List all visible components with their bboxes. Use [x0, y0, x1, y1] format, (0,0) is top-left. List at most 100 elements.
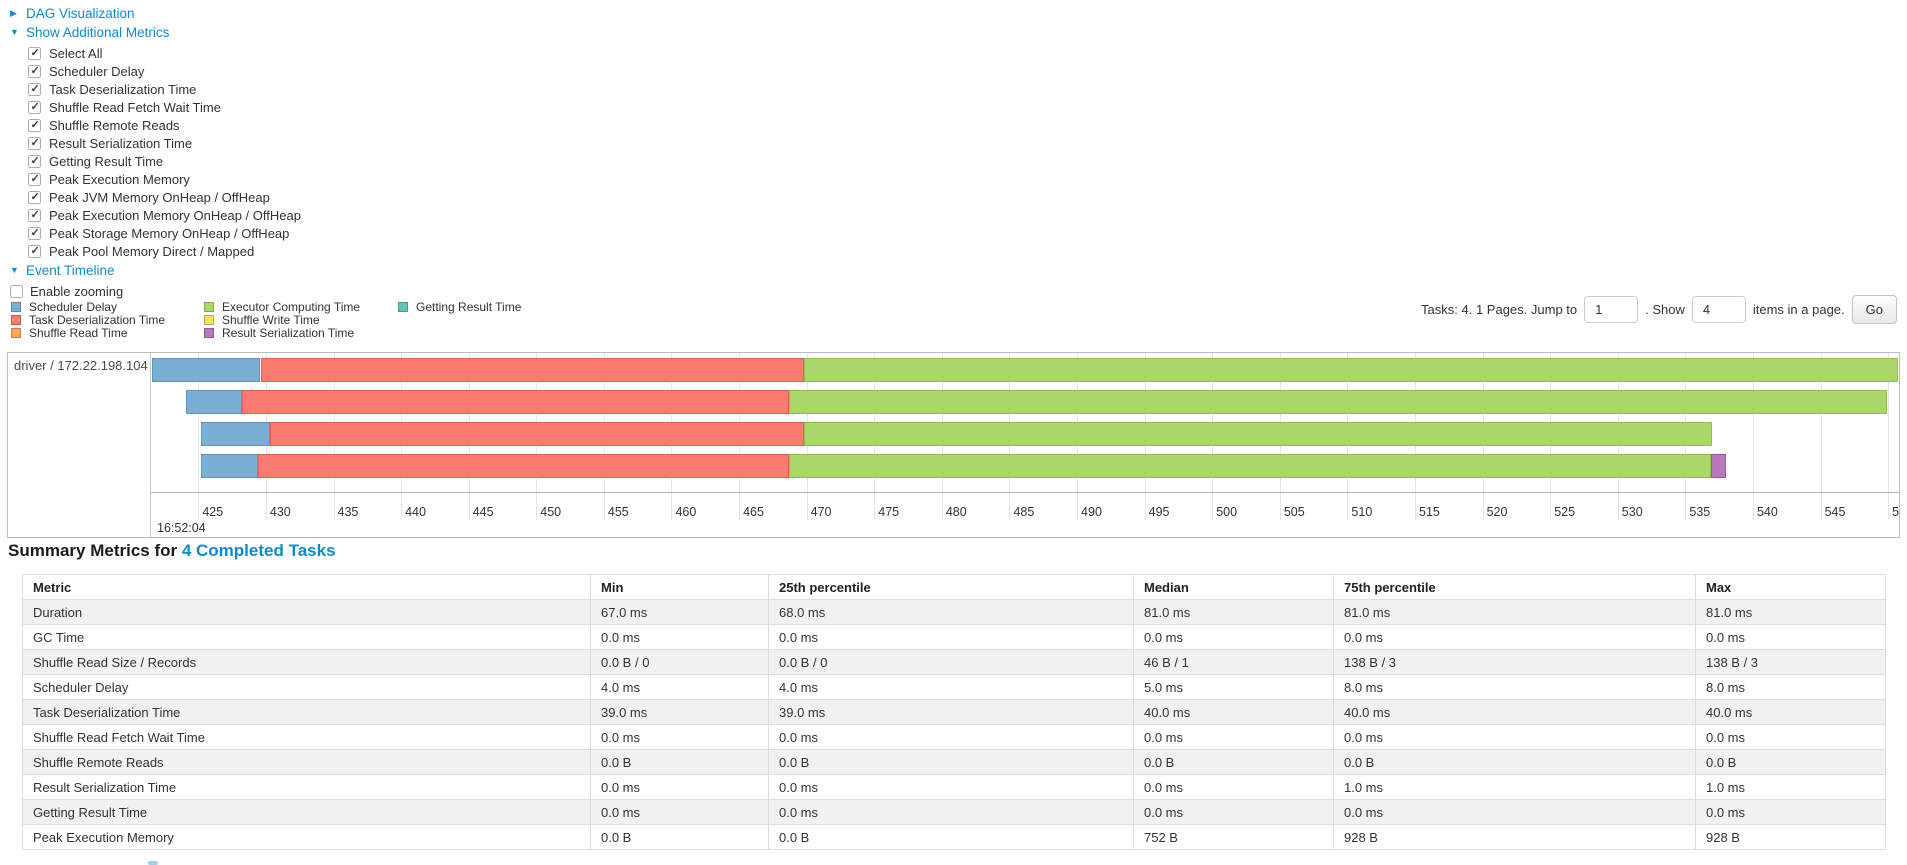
metric-checkbox-item[interactable]: Result Serialization Time	[28, 134, 301, 152]
task-1-segment-executor_computing[interactable]	[803, 358, 1898, 382]
checkbox-select-all[interactable]	[28, 46, 41, 60]
metric-checkbox-item[interactable]: Peak Pool Memory Direct / Mapped	[28, 242, 301, 260]
metric-value-cell: 0.0 ms	[1333, 624, 1696, 650]
metric-value-cell: 4.0 ms	[590, 674, 769, 700]
axis-tick-label: 485	[1013, 505, 1035, 519]
metric-checkbox-item[interactable]: Peak Execution Memory	[28, 170, 301, 188]
metric-value-cell: 0.0 ms	[768, 799, 1134, 825]
axis-tick	[1685, 493, 1687, 520]
checkbox-label-peak-storage-memory-onheap-offheap: Peak Storage Memory OnHeap / OffHeap	[49, 225, 290, 241]
metric-value-cell: 0.0 B / 0	[768, 649, 1134, 675]
checkbox-label-scheduler-delay: Scheduler Delay	[49, 63, 145, 79]
metric-value-cell: 0.0 B	[768, 824, 1134, 850]
column-header-median: Median	[1133, 574, 1334, 600]
metric-name-cell: Getting Result Time	[22, 799, 591, 825]
checkbox-scheduler-delay[interactable]	[28, 64, 41, 78]
checkbox-peak-jvm-memory-onheap-offheap[interactable]	[28, 190, 41, 204]
checkbox-label-getting-result-time: Getting Result Time	[49, 153, 164, 169]
legend-label: Shuffle Write Time	[222, 313, 320, 328]
expanded-arrow-icon: ▼	[10, 265, 19, 275]
event-timeline-toggle[interactable]: ▼ Event Timeline	[10, 263, 301, 278]
metric-value-cell: 0.0 B	[768, 749, 1134, 775]
additional-metrics-label: Show Additional Metrics	[26, 25, 170, 40]
task-2-segment-scheduler_delay[interactable]	[186, 390, 242, 414]
task-4-segment-result_serialization[interactable]	[1711, 454, 1726, 478]
metric-value-cell: 67.0 ms	[590, 599, 769, 625]
task-1-segment-task_deserialization[interactable]	[260, 358, 804, 382]
axis-tick	[468, 493, 470, 520]
axis-tick	[333, 493, 335, 520]
checkbox-label-peak-jvm-memory-onheap-offheap: Peak JVM Memory OnHeap / OffHeap	[49, 189, 270, 205]
metric-value-cell: 39.0 ms	[590, 699, 769, 725]
legend-item-shuffle-write-time: Shuffle Write Time	[204, 313, 398, 328]
completed-tasks-link[interactable]: 4 Completed Tasks	[181, 541, 336, 560]
metric-checkbox-item[interactable]: Select All	[28, 44, 301, 62]
metric-value-cell: 0.0 ms	[590, 724, 769, 750]
checkbox-getting-result-time[interactable]	[28, 154, 41, 168]
legend-item-task-deserialization-time: Task Deserialization Time	[11, 313, 204, 327]
checkbox-peak-pool-memory-direct-mapped[interactable]	[28, 244, 41, 258]
task-2-segment-executor_computing[interactable]	[789, 390, 1887, 414]
metric-checkbox-item[interactable]: Shuffle Remote Reads	[28, 116, 301, 134]
legend-label: Shuffle Read Time	[29, 325, 128, 340]
axis-tick-label: 475	[878, 505, 900, 519]
metric-name-cell: Duration	[22, 599, 591, 625]
legend-item-executor-computing-time: Executor Computing Time	[204, 300, 398, 314]
task-3-segment-executor_computing[interactable]	[803, 422, 1713, 446]
metric-value-cell: 0.0 ms	[590, 624, 769, 650]
task-4-segment-executor_computing[interactable]	[789, 454, 1712, 478]
metric-checkbox-item[interactable]: Peak Execution Memory OnHeap / OffHeap	[28, 206, 301, 224]
task-2-segment-task_deserialization[interactable]	[241, 390, 790, 414]
checkbox-shuffle-read-fetch-wait-time[interactable]	[28, 100, 41, 114]
checkbox-peak-execution-memory[interactable]	[28, 172, 41, 186]
metric-value-cell: 0.0 ms	[1133, 774, 1334, 800]
table-header: Metric Min 25th percentile Median 75th perce…	[22, 574, 1886, 600]
metric-checkbox-item[interactable]: Peak JVM Memory OnHeap / OffHeap	[28, 188, 301, 206]
column-header-metric: Metric	[22, 574, 591, 600]
tasks-count-text: Tasks: 4. 1 Pages. Jump to	[1421, 302, 1578, 317]
table-row-duration: Duration 67.0 ms 68.0 ms 81.0 ms 81.0 ms 81.0…	[22, 599, 1886, 625]
enable-zooming-checkbox[interactable]	[10, 284, 23, 298]
checkbox-label-peak-execution-memory-onheap-offheap: Peak Execution Memory OnHeap / OffHeap	[49, 207, 301, 223]
checkbox-peak-storage-memory-onheap-offheap[interactable]	[28, 226, 41, 240]
metric-checkbox-item[interactable]: Shuffle Read Fetch Wait Time	[28, 98, 301, 116]
checkbox-label-result-serialization-time: Result Serialization Time	[49, 135, 193, 151]
task-1-segment-scheduler_delay[interactable]	[152, 358, 261, 382]
axis-tick	[874, 493, 876, 520]
checkbox-label-select-all: Select All	[49, 45, 103, 61]
task-4-segment-scheduler_delay[interactable]	[201, 454, 258, 478]
metric-value-cell: 40.0 ms	[1333, 699, 1696, 725]
metric-checkbox-item[interactable]: Getting Result Time	[28, 152, 301, 170]
metric-checkbox-item[interactable]: Scheduler Delay	[28, 62, 301, 80]
table-row-shuffle-read-size-records: Shuffle Read Size / Records 0.0 B / 0 0.0 …	[22, 649, 1886, 675]
metric-checkbox-item[interactable]: Peak Storage Memory OnHeap / OffHeap	[28, 224, 301, 242]
axis-tick	[265, 493, 267, 520]
additional-metrics-toggle[interactable]: ▼ Show Additional Metrics	[10, 25, 301, 40]
checkbox-result-serialization-time[interactable]	[28, 136, 41, 150]
metric-value-cell: 81.0 ms	[1133, 599, 1334, 625]
axis-tick-label: 545	[1824, 505, 1846, 519]
go-button[interactable]: Go	[1851, 295, 1897, 324]
scheduler-delay-swatch-icon	[11, 302, 21, 313]
metric-checkbox-item[interactable]: Task Deserialization Time	[28, 80, 301, 98]
axis-tick-label: 455	[607, 505, 629, 519]
task-3-segment-scheduler_delay[interactable]	[201, 422, 270, 446]
page-size-input[interactable]	[1691, 296, 1746, 323]
axis-tick-label: 500	[1216, 505, 1238, 519]
checkbox-shuffle-remote-reads[interactable]	[28, 118, 41, 132]
metric-value-cell: 0.0 ms	[1333, 724, 1696, 750]
checkbox-task-deserialization-time[interactable]	[28, 82, 41, 96]
checkbox-peak-execution-memory-onheap-offheap[interactable]	[28, 208, 41, 222]
metric-value-cell: 68.0 ms	[768, 599, 1134, 625]
dag-visualization-toggle[interactable]: ▶ DAG Visualization	[10, 6, 301, 21]
axis-tick-label: 470	[810, 505, 832, 519]
axis-tick	[1482, 493, 1484, 520]
enable-zooming-control[interactable]: Enable zooming	[10, 282, 301, 300]
task-4-segment-task_deserialization[interactable]	[257, 454, 790, 478]
jump-to-page-input[interactable]	[1584, 296, 1639, 323]
axis-tick	[603, 493, 605, 520]
axis-tick-label: 430	[269, 505, 291, 519]
axis-tick-label: 445	[472, 505, 494, 519]
task-3-segment-task_deserialization[interactable]	[269, 422, 804, 446]
checkbox-label-peak-execution-memory: Peak Execution Memory	[49, 171, 190, 187]
